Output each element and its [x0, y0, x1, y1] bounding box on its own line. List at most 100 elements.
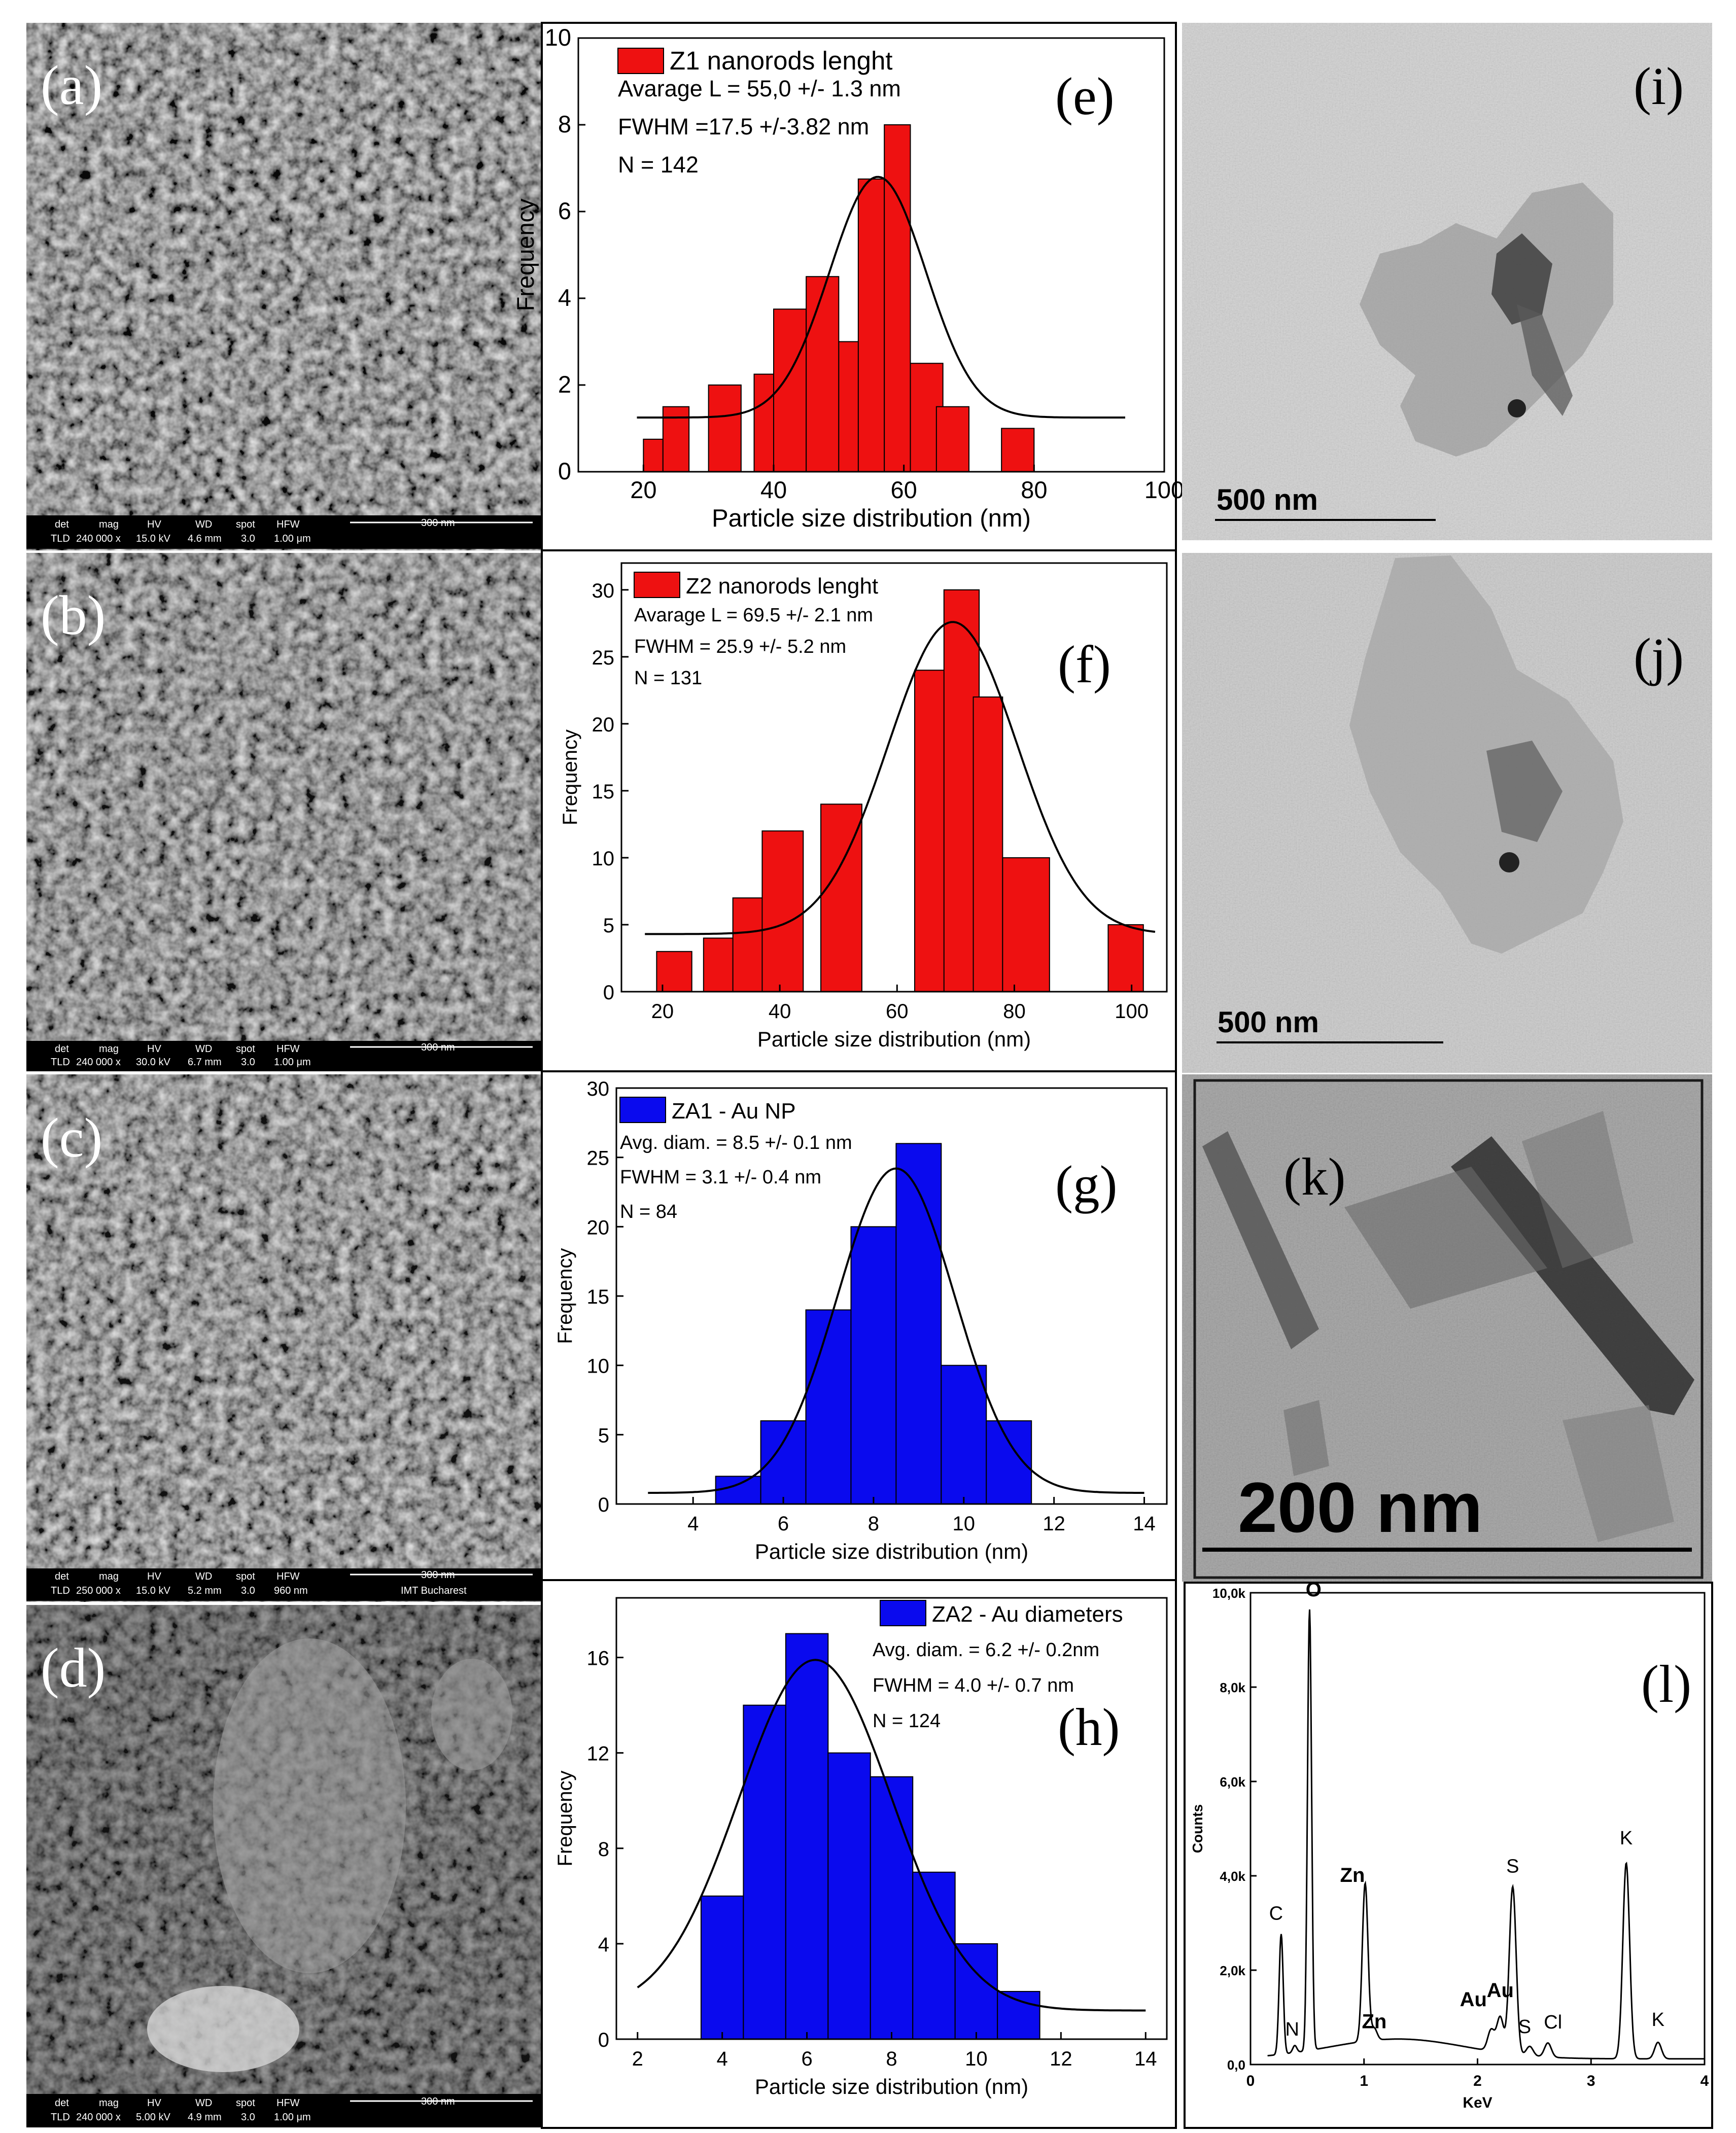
eds-spectrum-line — [1267, 1609, 1705, 2060]
panel-label-j: (j) — [1634, 627, 1684, 686]
sem-info-tld: TLD — [51, 2112, 70, 2123]
fit-statistics: N = 142 — [618, 152, 699, 178]
histogram-bar — [700, 1895, 744, 2040]
sem-info-mag: mag — [99, 2097, 119, 2109]
sem-panel-a: (a) det TLD mag 240 000 x HV 15.0 kV WD … — [26, 23, 542, 550]
sem-info-hv-value: 5.00 kV — [136, 2112, 170, 2123]
x-axis-label: KeV — [1463, 2094, 1492, 2111]
x-tick-label: 14 — [1133, 1513, 1156, 1535]
y-tick-label: 5 — [598, 1424, 609, 1447]
sem-info-mag: mag — [99, 519, 119, 530]
sem-info-spot: spot — [236, 2097, 255, 2109]
eds-spectrum-panel-l: 0 1 2 3 4 0,0 2,0k 4,0k 6,0k 8,0k 10,0k KeV Counts C N… — [1190, 1579, 1709, 2111]
sem-info-hfw: HFW — [276, 519, 300, 530]
tem-panel-k: (k) 200 nm — [1182, 1074, 1712, 1582]
y-tick-label: 2 — [558, 371, 571, 398]
fit-statistics: Avarage L = 69.5 +/- 2.1 nm — [634, 605, 873, 626]
y-tick-label: 4,0k — [1220, 1869, 1245, 1884]
y-tick-label: 8,0k — [1220, 1680, 1245, 1695]
histogram-bar — [884, 124, 911, 472]
y-tick-label: 20 — [592, 714, 615, 736]
y-tick-label: 10 — [587, 1355, 610, 1378]
x-axis-label: Particle size distribution (nm) — [755, 1540, 1028, 1563]
panel-label-d: (d) — [41, 1637, 106, 1699]
y-tick-label: 15 — [587, 1286, 610, 1308]
gaussian-fit-line — [645, 621, 1156, 935]
panel-label-l: (l) — [1641, 1654, 1691, 1714]
legend-label: ZA1 - Au NP — [672, 1099, 796, 1124]
sem-info-tld: TLD — [51, 1057, 70, 1068]
y-tick-label: 0 — [603, 982, 614, 1004]
tem-panel-i: (i) 500 nm — [1182, 23, 1712, 540]
panel-label: (f) — [1058, 635, 1111, 694]
peak-label: K — [1652, 2009, 1664, 2031]
y-tick-label: 10 — [545, 24, 571, 51]
histogram-bar — [850, 1226, 897, 1505]
y-tick-label: 5 — [603, 915, 614, 937]
sem-panel-d: (d) det TLD mag 240 000 x HV 5.00 kV WD … — [26, 1605, 542, 2127]
x-tick-label: 12 — [1050, 2048, 1072, 2070]
fit-statistics: N = 84 — [620, 1201, 677, 1222]
histogram-bar — [805, 1309, 852, 1505]
x-tick-label: 8 — [886, 2048, 897, 2070]
sem-info-tld: TLD — [51, 1585, 70, 1596]
x-tick-label: 12 — [1043, 1513, 1065, 1535]
sem-info-tld: TLD — [51, 533, 70, 544]
x-tick-label: 4 — [717, 2048, 728, 2070]
histogram-bar — [857, 178, 885, 472]
histogram-panel-e: 20 40 60 80 100 0 2 4 6 8 10 Particle size distribu… — [512, 24, 1184, 532]
sem-info-hv: HV — [147, 1043, 161, 1055]
histogram-bar — [643, 438, 664, 472]
legend-swatch — [634, 572, 680, 598]
gaussian-fit-line — [648, 1167, 1144, 1494]
y-tick-label: 30 — [592, 580, 615, 602]
sem-info-spot-value: 3.0 — [241, 1057, 255, 1068]
sem-info-hfw: HFW — [276, 1043, 300, 1055]
histogram-panel-f: 20 40 60 80 100 0 5 10 15 20 25 30 Particle size dis… — [559, 562, 1168, 1051]
sem-info-hfw-value: 1.00 μm — [274, 533, 311, 544]
histogram-bar — [708, 384, 742, 472]
histogram-bar — [870, 1776, 914, 2040]
y-axis-label: Frequency — [512, 198, 539, 311]
tem-panel-j: (j) 500 nm — [1182, 553, 1712, 1073]
sem-info-hfw-value: 960 nm — [274, 1585, 308, 1596]
histogram-bar — [827, 1752, 871, 2040]
x-tick-label: 3 — [1587, 2073, 1595, 2089]
histogram-bar — [806, 276, 840, 472]
y-tick-label: 6 — [558, 197, 571, 224]
x-tick-label: 4 — [687, 1513, 699, 1535]
x-tick-label: 4 — [1700, 2073, 1709, 2089]
middle-column-frame — [541, 22, 1177, 2129]
sem-info-wd-value: 6.7 mm — [188, 1057, 222, 1068]
histogram-bar — [935, 406, 970, 472]
y-tick-label: 0 — [598, 2029, 609, 2051]
y-tick-label: 0,0 — [1227, 2057, 1245, 2073]
sem-info-wd: WD — [195, 2097, 212, 2109]
sem-info-hv-value: 30.0 kV — [136, 1057, 170, 1068]
fit-statistics: FWHM = 3.1 +/- 0.4 nm — [620, 1167, 821, 1188]
sem-info-mag-value: 240 000 x — [76, 2112, 121, 2123]
x-axis-label: Particle size distribution (nm) — [712, 505, 1031, 532]
x-tick-label: 14 — [1134, 2048, 1157, 2070]
sem-info-bar — [26, 2094, 542, 2127]
eds-panel-frame — [1184, 1582, 1713, 2129]
gaussian-fit-line — [637, 1659, 1146, 2012]
sem-info-mag: mag — [99, 1571, 119, 1582]
sem-info-hfw-value: 1.00 μm — [274, 2112, 311, 2123]
histogram-bar — [785, 1633, 829, 2040]
fit-statistics: Avg. diam. = 6.2 +/- 0.2nm — [873, 1639, 1099, 1661]
sem-info-mag-value: 240 000 x — [76, 1057, 121, 1068]
y-tick-label: 25 — [587, 1147, 610, 1170]
y-axis-label: Frequency — [559, 729, 581, 825]
sem-info-bar — [26, 515, 542, 549]
histogram-bar — [912, 1871, 956, 2040]
x-tick-label: 10 — [965, 2048, 988, 2070]
sem-info-mag-value: 240 000 x — [76, 533, 121, 544]
panel-label-k: (k) — [1283, 1147, 1345, 1206]
x-tick-label: 40 — [769, 1000, 791, 1023]
histogram-bar — [895, 1143, 942, 1505]
sem-info-spot: spot — [236, 1571, 255, 1582]
sem-info-det: det — [55, 2097, 69, 2109]
y-tick-label: 4 — [598, 1934, 609, 1956]
